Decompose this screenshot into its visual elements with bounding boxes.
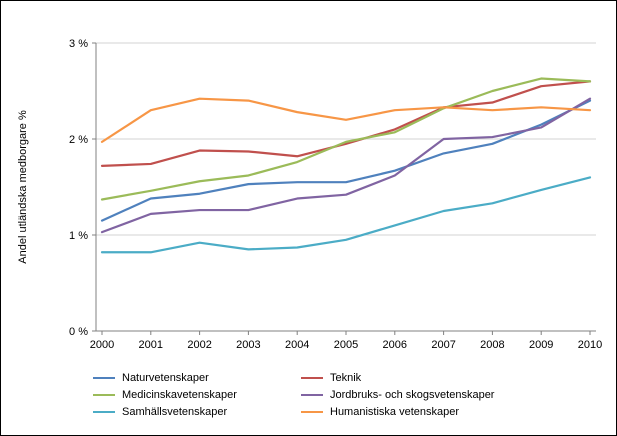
series-lines — [100, 77, 592, 254]
gridlines — [96, 42, 596, 236]
series-line-teknik — [100, 80, 592, 167]
legend-item: Jordbruks- och skogsvetenskaper — [301, 389, 494, 401]
legend-marker — [301, 394, 323, 396]
chart-legend: Naturvetenskaper Teknik Medicinskavetenska… — [93, 372, 494, 418]
series-line-samhällsvetenskaper — [100, 176, 592, 254]
x-tick-label: 2007 — [431, 339, 455, 351]
y-tick-label: 1 % — [69, 230, 88, 242]
legend-marker — [301, 377, 323, 379]
x-tick-label: 2000 — [90, 339, 114, 351]
x-tick-label: 2006 — [383, 339, 407, 351]
x-tick-label: 2009 — [529, 339, 553, 351]
x-tick-label: 2008 — [480, 339, 504, 351]
y-tick-label: 3 % — [69, 38, 88, 50]
x-axis-labels: 2000 2001 2002 2003 2004 2005 2006 2007 2008 2009… — [90, 331, 602, 351]
x-tick-label: 2001 — [139, 339, 163, 351]
series-line-medicinskavetenskaper — [100, 77, 592, 201]
y-axis-title-text: Andel utländska medborgare % — [17, 110, 29, 264]
legend-label: Medicinskavetenskaper — [122, 389, 237, 401]
x-tick-label: 2004 — [285, 339, 309, 351]
legend-marker — [93, 394, 115, 396]
y-tick-label: 2 % — [69, 134, 88, 146]
legend-marker — [93, 411, 115, 413]
legend-item: Naturvetenskaper — [93, 372, 301, 384]
legend-label: Jordbruks- och skogsvetenskaper — [330, 389, 495, 401]
legend-label: Naturvetenskaper — [122, 372, 209, 384]
line-chart: 0 % 1 % 2 % 3 % 2000 2001 2002 2003 2004 2005 2006… — [69, 38, 602, 351]
x-tick-label: 2003 — [236, 339, 260, 351]
legend-item: Samhällsvetenskaper — [93, 406, 301, 418]
x-tick-label: 2002 — [187, 339, 211, 351]
y-tick-label: 0 % — [69, 326, 88, 338]
legend-item: Humanistiska vetenskaper — [301, 406, 494, 418]
legend-label: Humanistiska vetenskaper — [330, 406, 460, 418]
legend-label: Samhällsvetenskaper — [122, 406, 228, 418]
legend-marker — [301, 411, 323, 413]
series-line-humanistiska-vetenskaper — [100, 97, 592, 143]
legend-item: Medicinskavetenskaper — [93, 389, 301, 401]
legend-item: Teknik — [301, 372, 494, 384]
x-tick-label: 2005 — [334, 339, 358, 351]
x-tick-label: 2010 — [578, 339, 602, 351]
legend-label: Teknik — [330, 372, 362, 384]
series-line-jordbruks-och-skogsvetenskaper — [100, 97, 592, 234]
legend-marker — [93, 377, 115, 379]
y-axis-labels: 0 % 1 % 2 % 3 % — [69, 38, 96, 338]
series-line-naturvetenskaper — [100, 99, 592, 222]
